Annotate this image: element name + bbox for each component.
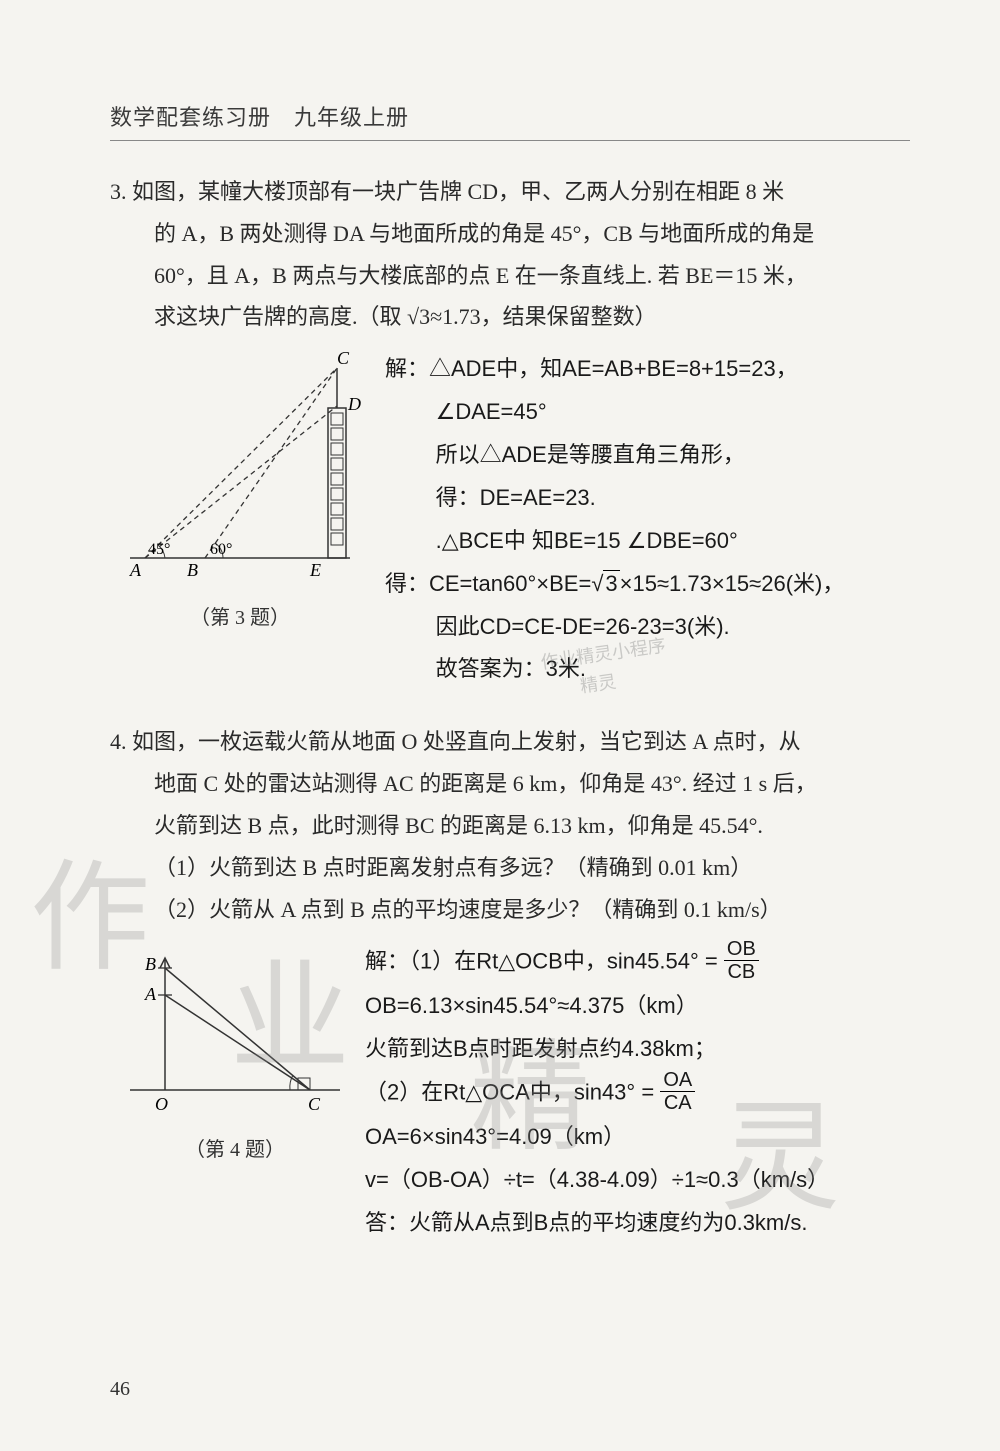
problem-4-line5: （2）火箭从 A 点到 B 点的平均速度是多少？（精确到 0.1 km/s） [110,889,782,931]
problem-3: 3. 如图，某幢大楼顶部有一块广告牌 CD，甲、乙两人分别在相距 8 米 的 A… [110,171,910,338]
problem-4-figure-solution-row: B A O C （第 4 题） 解：（1）在Rt△OCB中，sin45.54° … [110,940,910,1244]
sol4-l1a: 解：（1）在Rt△OCB中，sin45.54° = [365,949,718,974]
sol4-l5: OA=6×sin43°=4.09（km） [365,1116,910,1159]
label-A4: A [144,984,157,1004]
label-A: A [129,560,142,580]
sqrt-icon: 3 [591,563,619,606]
problem-4-caption: （第 4 题） [110,1133,360,1162]
sol4-l7: 答：火箭从A点到B点的平均速度约为0.3km/s. [365,1202,910,1245]
sol4-l4: （2）在Rt△OCA中，sin43° = OACA [365,1071,910,1116]
problem-3-line3: 60°，且 A，B 两点与大楼底部的点 E 在一条直线上. 若 BE＝15 米， [110,255,807,297]
sol3-l6b: ×15≈1.73×15≈26(米)， [620,571,845,596]
sol4-l6: v=（OB-OA）÷t=（4.38-4.09）÷1≈0.3（km/s） [365,1159,910,1202]
label-C: C [337,348,350,368]
label-B: B [187,560,198,580]
sol3-l1: 解：△ADE中，知AE=AB+BE=8+15=23， [385,348,910,391]
label-C4: C [308,1094,321,1114]
page-number: 46 [110,1378,130,1401]
problem-3-line1: 如图，某幢大楼顶部有一块广告牌 CD，甲、乙两人分别在相距 8 米 [132,179,784,204]
problem-3-figure: C D A B E 45° 60° （第 3 题） [110,348,370,630]
sol4-l3: 火箭到达B点时距发射点约4.38km； [365,1028,910,1071]
sol3-l4: 得：DE=AE=23. [385,477,910,520]
label-45: 45° [148,541,170,558]
sol3-l6a: 得：CE=tan60°×BE= [385,571,591,596]
page-header: 数学配套练习册 九年级上册 [110,100,910,141]
label-O4: O [155,1094,168,1114]
sol3-l5: .△BCE中 知BE=15 ∠DBE=60° [385,520,910,563]
problem-4-line2: 地面 C 处的雷达站测得 AC 的距离是 6 km，仰角是 43°. 经过 1 … [110,763,817,805]
sol3-l6: 得：CE=tan60°×BE=3×15≈1.73×15≈26(米)， [385,563,910,606]
building-diagram: C D A B E 45° 60° [110,348,370,588]
problem-4-number: 4. [110,729,127,754]
sol4-l4a: （2）在Rt△OCA中，sin43° = [365,1079,654,1104]
rocket-diagram: B A O C [110,940,360,1120]
problem-4-line1: 如图，一枚运载火箭从地面 O 处竖直向上发射，当它到达 A 点时，从 [132,729,801,754]
problem-3-line4: 求这块广告牌的高度.（取 √3≈1.73，结果保留整数） [110,296,657,338]
problem-4-line4: （1）火箭到达 B 点时距离发射点有多远？（精确到 0.01 km） [110,847,752,889]
sol3-l3: 所以△ADE是等腰直角三角形， [385,434,910,477]
problem-3-number: 3. [110,179,127,204]
watermark-stamp-2: 精灵 [578,668,617,699]
label-60: 60° [210,541,232,558]
page: 数学配套练习册 九年级上册 3. 如图，某幢大楼顶部有一块广告牌 CD，甲、乙两… [0,0,1000,1451]
label-E: E [309,560,321,580]
problem-4-line3: 火箭到达 B 点，此时测得 BC 的距离是 6.13 km，仰角是 45.54°… [110,805,763,847]
problem-3-figure-solution-row: C D A B E 45° 60° （第 3 题） 解：△ADE中，知AE=AB… [110,348,910,691]
problem-4: 4. 如图，一枚运载火箭从地面 O 处竖直向上发射，当它到达 A 点时，从 地面… [110,721,910,930]
fraction-icon-2: OACA [660,1069,695,1114]
label-D: D [347,394,361,414]
problem-3-caption: （第 3 题） [110,601,370,630]
fraction-icon: OBCB [724,938,759,983]
label-B4: B [145,954,156,974]
sol3-l2: ∠DAE=45° [385,391,910,434]
problem-4-figure: B A O C （第 4 题） [110,940,360,1162]
problem-3-line2: 的 A，B 两处测得 DA 与地面所成的角是 45°，CB 与地面所成的角是 [110,213,814,255]
sol4-l2: OB=6.13×sin45.54°≈4.375（km） [365,985,910,1028]
problem-4-solution: 解：（1）在Rt△OCB中，sin45.54° = OBCB OB=6.13×s… [360,940,910,1244]
sol4-l1: 解：（1）在Rt△OCB中，sin45.54° = OBCB [365,940,910,985]
